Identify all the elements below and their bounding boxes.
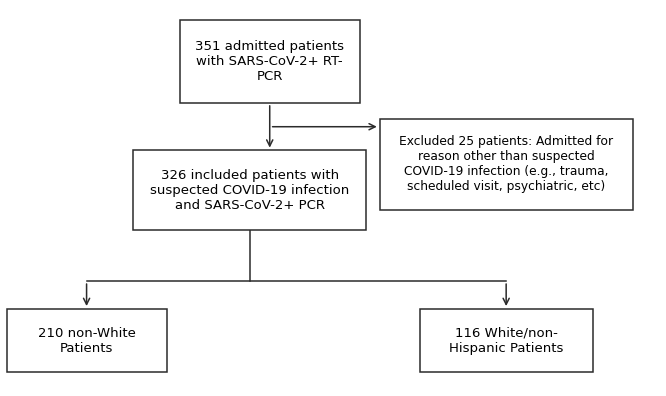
Text: 116 White/non-
Hispanic Patients: 116 White/non- Hispanic Patients bbox=[449, 327, 563, 354]
FancyBboxPatch shape bbox=[133, 150, 366, 230]
Text: 351 admitted patients
with SARS-CoV-2+ RT-
PCR: 351 admitted patients with SARS-CoV-2+ R… bbox=[195, 40, 344, 83]
Text: 326 included patients with
suspected COVID-19 infection
and SARS-CoV-2+ PCR: 326 included patients with suspected COV… bbox=[150, 169, 350, 211]
Text: Excluded 25 patients: Admitted for
reason other than suspected
COVID-19 infectio: Excluded 25 patients: Admitted for reaso… bbox=[399, 135, 613, 193]
FancyBboxPatch shape bbox=[180, 20, 360, 103]
FancyBboxPatch shape bbox=[380, 119, 633, 210]
FancyBboxPatch shape bbox=[7, 309, 166, 372]
Text: 210 non-White
Patients: 210 non-White Patients bbox=[38, 327, 135, 354]
FancyBboxPatch shape bbox=[420, 309, 593, 372]
